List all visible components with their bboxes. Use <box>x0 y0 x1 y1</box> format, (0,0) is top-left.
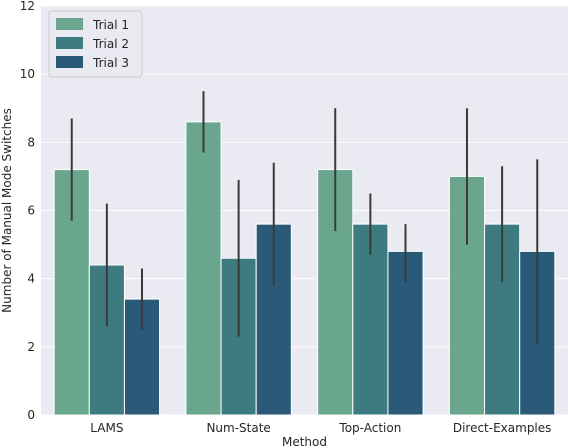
x-tick-label: Num-State <box>206 421 270 435</box>
legend-swatch-trial-2 <box>56 37 83 49</box>
y-tick-label: 8 <box>27 135 35 149</box>
legend-swatch-trial-1 <box>56 18 83 30</box>
bar-num-state-trial-1 <box>185 121 222 416</box>
bar-lams-trial-3 <box>123 298 161 416</box>
x-tick-labels: LAMS Num-State Top-Action Direct-Examples <box>90 421 551 435</box>
x-tick-label: LAMS <box>90 421 123 435</box>
bar-top-action-trial-2 <box>352 223 389 416</box>
x-tick-label: Top-Action <box>338 421 401 435</box>
y-tick-label: 4 <box>27 272 35 286</box>
legend-label-trial-1: Trial 1 <box>92 18 129 32</box>
legend-label-trial-2: Trial 2 <box>92 37 129 51</box>
legend-label-trial-3: Trial 3 <box>92 56 129 70</box>
legend-swatch-trial-3 <box>56 56 83 68</box>
y-tick-labels: 0 2 4 6 8 10 12 <box>20 0 35 422</box>
y-tick-label: 10 <box>20 67 35 81</box>
error-bars-group <box>70 91 539 344</box>
y-tick-label: 0 <box>27 408 35 422</box>
y-tick-label: 2 <box>27 340 35 354</box>
y-tick-label: 12 <box>20 0 35 13</box>
x-tick-label: Direct-Examples <box>453 421 552 435</box>
legend: Trial 1 Trial 2 Trial 3 <box>48 10 143 78</box>
y-tick-label: 6 <box>27 204 35 218</box>
x-axis-label: Method <box>282 435 327 448</box>
y-axis-label: Number of Manual Mode Switches <box>0 108 14 313</box>
